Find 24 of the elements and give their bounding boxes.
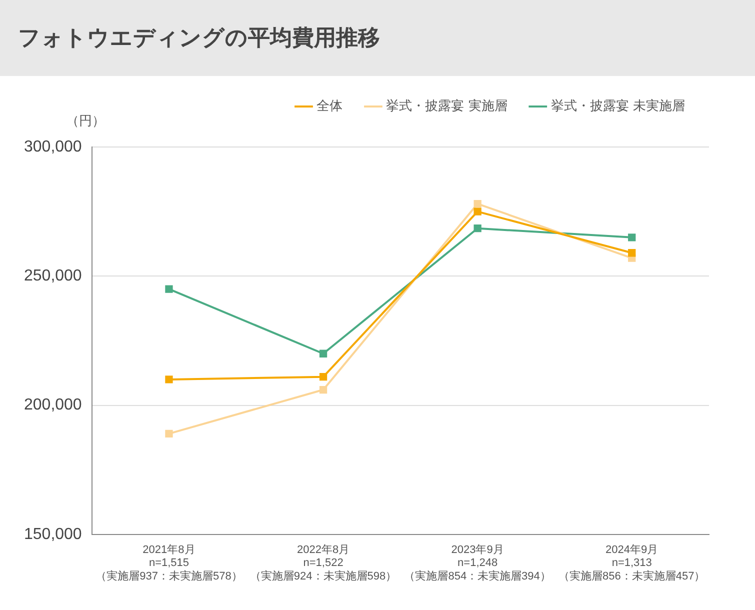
point: [165, 376, 173, 384]
x-tick-label: 2021年8月 n=1,515 （実施層937：未実施層578）: [96, 544, 242, 582]
x-tick-label: 2024年9月 n=1,313 （実施層856：未実施層457）: [558, 544, 706, 582]
point: [165, 430, 173, 438]
point: [474, 200, 482, 208]
chart-title: フォトウエディングの平均費用推移: [0, 0, 755, 76]
point: [319, 373, 328, 381]
x-tick-label: 2022年8月 n=1,522 （実施層924：未実施層598）: [250, 544, 397, 582]
point: [628, 249, 636, 257]
y-axis-title: （円）: [66, 113, 105, 130]
legend-label: 全体: [316, 98, 343, 114]
legend-label: 挙式・披露宴 未実施層: [550, 98, 686, 114]
legend-label: 挙式・披露宴 実施層: [386, 98, 508, 114]
x-tick-label: 2023年9月 n=1,248 （実施層854：未実施層394）: [404, 544, 551, 582]
point: [628, 234, 636, 242]
y-tick-label: 300,000: [24, 138, 82, 156]
point: [165, 285, 173, 293]
point: [474, 224, 482, 232]
point: [319, 386, 328, 394]
y-tick-label: 200,000: [24, 396, 82, 414]
point: [474, 208, 482, 216]
y-tick-label: 250,000: [24, 268, 82, 285]
point: [319, 350, 328, 358]
y-tick-label: 150,000: [24, 526, 82, 543]
